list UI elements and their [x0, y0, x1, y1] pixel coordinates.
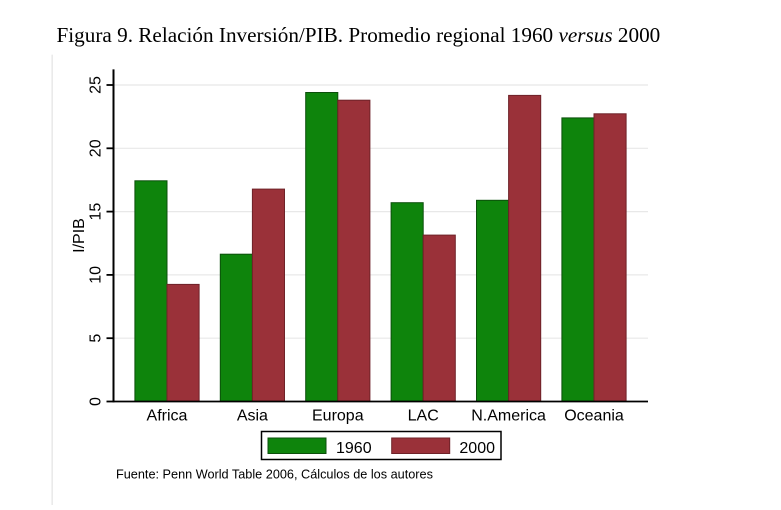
svg-text:N.America: N.America	[471, 408, 546, 425]
svg-text:5: 5	[88, 334, 105, 343]
svg-text:Africa: Africa	[147, 408, 188, 425]
svg-text:Oceania: Oceania	[564, 408, 624, 425]
svg-text:20: 20	[88, 139, 105, 157]
svg-text:0: 0	[88, 397, 105, 406]
svg-text:Asia: Asia	[237, 408, 268, 425]
svg-text:15: 15	[88, 203, 105, 221]
svg-text:Fuente: Penn World Table 2006,: Fuente: Penn World Table 2006, Cálculos …	[116, 468, 433, 482]
svg-text:I/PIB: I/PIB	[71, 218, 88, 253]
svg-text:10: 10	[88, 266, 105, 284]
svg-text:25: 25	[88, 76, 105, 94]
svg-text:Europa: Europa	[312, 408, 364, 425]
svg-text:1960: 1960	[336, 440, 372, 457]
svg-text:2000: 2000	[459, 440, 495, 457]
svg-text:LAC: LAC	[408, 408, 439, 425]
svg-text:Figura 9. Relación Inversión/P: Figura 9. Relación Inversión/PIB. Promed…	[57, 23, 661, 47]
